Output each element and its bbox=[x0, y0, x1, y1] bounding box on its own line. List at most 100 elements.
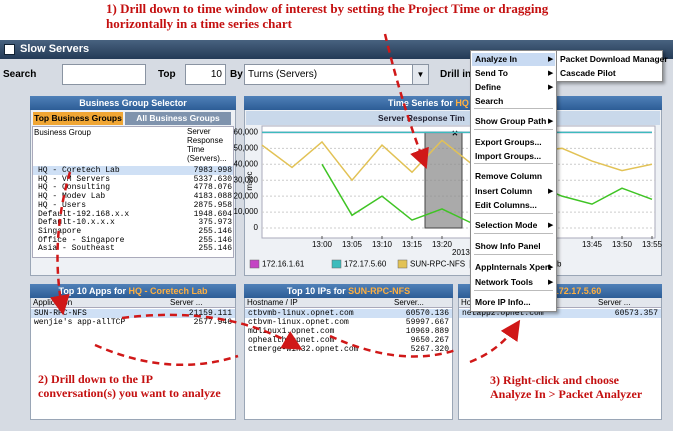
cell[interactable]: Default-10.x.x.x bbox=[38, 218, 115, 228]
menu-item[interactable]: Define bbox=[475, 82, 501, 92]
panel-header: Top 10 IPs for SUN-RPC-NFS bbox=[244, 284, 453, 298]
row-highlight bbox=[31, 309, 235, 318]
cell[interactable]: 255.146 bbox=[198, 235, 232, 245]
cell[interactable]: ctmerge-win32.opnet.com bbox=[248, 345, 359, 354]
cell[interactable]: 2875.958 bbox=[193, 200, 232, 210]
legend-label: 172.17.5.60 bbox=[344, 260, 387, 269]
row-highlight bbox=[245, 309, 452, 318]
menu-item[interactable]: Import Groups... bbox=[475, 151, 542, 161]
title-text: Top 10 Apps for bbox=[58, 286, 126, 296]
cell[interactable]: 7983.998 bbox=[193, 166, 232, 175]
cell[interactable]: 10969.889 bbox=[405, 327, 449, 336]
menu-item[interactable]: Network Tools bbox=[475, 277, 533, 287]
menu-item[interactable]: Analyze In bbox=[472, 53, 555, 66]
menu-item[interactable]: Packet Download Manager bbox=[560, 54, 668, 64]
submenu: Packet Download Manager Cascade Pilot bbox=[556, 50, 668, 82]
menu-separator bbox=[474, 129, 553, 130]
menu-item[interactable]: Search bbox=[475, 96, 504, 106]
row-highlight bbox=[33, 166, 233, 175]
legend-swatch bbox=[397, 259, 408, 269]
cell[interactable]: SUN-RPC-NFS bbox=[34, 309, 87, 318]
menu-separator bbox=[474, 290, 553, 291]
menu-item[interactable]: Show Group Path bbox=[475, 116, 547, 126]
y-tick-label: 10,000 bbox=[234, 207, 259, 216]
cell[interactable]: Default-192.168.x.x bbox=[38, 209, 130, 219]
cell[interactable]: 4778.076 bbox=[193, 183, 232, 193]
annotation: 1) Drill down to time window of interest… bbox=[106, 1, 549, 31]
menu-item[interactable]: More IP Info... bbox=[475, 297, 531, 307]
top-label: Top bbox=[158, 69, 176, 80]
column-header: Server Response Time (Servers)... bbox=[187, 127, 227, 163]
menu-item[interactable]: Cascade Pilot bbox=[560, 68, 616, 78]
x-tick-label: 13:45 bbox=[582, 240, 603, 249]
top-input[interactable]: 10 bbox=[185, 64, 226, 85]
by-select[interactable]: Turns (Servers) bbox=[244, 64, 429, 85]
menu-item[interactable]: Export Groups... bbox=[475, 137, 542, 147]
cell[interactable]: netapp2.opnet.com bbox=[462, 309, 544, 318]
y-tick-label: 0 bbox=[254, 223, 259, 232]
cell[interactable]: 4183.088 bbox=[193, 192, 232, 202]
submenu-arrow: ▶ bbox=[548, 279, 554, 286]
cell[interactable]: Asia - Southeast bbox=[38, 244, 115, 254]
search-label: Search bbox=[3, 69, 37, 80]
x-tick-label: 13:55 bbox=[642, 240, 663, 249]
cell[interactable]: Office - Singapore bbox=[38, 235, 125, 245]
y-tick-label: 40,000 bbox=[234, 159, 259, 168]
search-input[interactable] bbox=[62, 64, 146, 85]
series-line bbox=[261, 139, 653, 182]
legend-swatch bbox=[331, 259, 342, 269]
cell[interactable]: 1948.604 bbox=[193, 209, 232, 219]
title-highlight: SUN-RPC-NFS bbox=[348, 286, 411, 296]
cell[interactable]: 5337.630 bbox=[193, 174, 232, 184]
menu-item[interactable]: Show Info Panel bbox=[475, 241, 541, 251]
cell[interactable]: 60570.136 bbox=[405, 309, 449, 318]
tab[interactable]: Top Business Groups bbox=[33, 112, 123, 125]
x-sublabel: 2013 bbox=[452, 248, 470, 257]
cell[interactable]: ctbvmb-linux.opnet.com bbox=[248, 309, 354, 318]
cell[interactable]: 255.146 bbox=[198, 244, 232, 254]
menu-item[interactable]: Edit Columns... bbox=[475, 200, 537, 210]
title-highlight: 172.17.5.60 bbox=[553, 286, 602, 296]
legend-label: b bbox=[557, 260, 562, 269]
cell[interactable]: ctbvm-linux.opnet.com bbox=[248, 318, 349, 327]
selection-band bbox=[424, 131, 463, 229]
window-title: Slow Servers bbox=[20, 43, 90, 55]
window-icon bbox=[4, 44, 15, 55]
cell[interactable]: HQ - VM Servers bbox=[38, 174, 111, 184]
cell[interactable]: 375.973 bbox=[198, 218, 232, 228]
cell[interactable]: 255.146 bbox=[198, 226, 232, 236]
menu-item[interactable]: Insert Column bbox=[475, 186, 533, 196]
selection-marker: × bbox=[452, 129, 458, 140]
cell[interactable]: 59997.667 bbox=[405, 318, 449, 327]
cell[interactable]: 9650.267 bbox=[410, 336, 449, 345]
x-tick-label: 13:10 bbox=[372, 240, 393, 249]
cell[interactable]: 5267.320 bbox=[410, 345, 449, 354]
title-highlight: HQ - C bbox=[455, 98, 483, 108]
cell[interactable]: wenjie's app-allTCP bbox=[34, 318, 126, 327]
tab[interactable]: All Business Groups bbox=[125, 112, 231, 125]
column-header-bar bbox=[245, 298, 452, 308]
y-tick-label: 50,000 bbox=[234, 143, 259, 152]
column-header: Application bbox=[33, 298, 73, 307]
cell[interactable]: HQ - Users bbox=[38, 200, 87, 210]
cell[interactable]: Singapore bbox=[38, 226, 82, 236]
title-highlight: HQ - Coretech Lab bbox=[128, 286, 208, 296]
cell[interactable]: 60573.357 bbox=[614, 309, 658, 318]
menu-item[interactable]: Selection Mode bbox=[475, 220, 538, 230]
menu-item[interactable]: Send To bbox=[475, 68, 508, 78]
cell[interactable]: mdlinux1.opnet.com bbox=[248, 327, 335, 336]
submenu-arrow: ▶ bbox=[548, 222, 554, 229]
cell[interactable]: HQ - Consulting bbox=[38, 183, 111, 193]
cell[interactable]: 21159.111 bbox=[188, 309, 232, 318]
cell[interactable]: HQ - Modev Lab bbox=[38, 192, 106, 202]
submenu-arrow: ▶ bbox=[548, 84, 554, 91]
menu-separator bbox=[474, 108, 553, 109]
row-highlight bbox=[459, 309, 661, 318]
menu-item[interactable]: Remove Column bbox=[475, 171, 543, 181]
menu-item[interactable]: AppInternals Xpert bbox=[475, 262, 552, 272]
cell[interactable]: 2577.946 bbox=[193, 318, 232, 327]
cell[interactable]: ophealth.opnet.com bbox=[248, 336, 335, 345]
cell[interactable]: HQ - Coretech Lab bbox=[38, 166, 120, 175]
column-header: Ho bbox=[461, 298, 472, 307]
